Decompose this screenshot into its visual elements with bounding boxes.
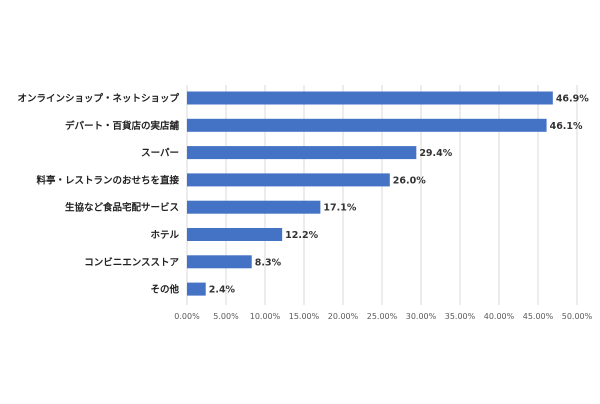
- category-labels: オンラインショップ・ネットショップデパート・百貨店の実店舗スーパー料亭・レストラ…: [17, 93, 179, 296]
- category-label-7: その他: [150, 284, 179, 296]
- bar-5: [187, 228, 283, 241]
- value-label-7: 2.4%: [209, 285, 236, 296]
- value-label-2: 29.4%: [419, 148, 452, 159]
- bars: [187, 91, 553, 296]
- category-label-5: ホテル: [150, 230, 179, 241]
- value-label-0: 46.9%: [556, 94, 589, 105]
- value-label-5: 12.2%: [285, 230, 318, 241]
- x-tick-label-9: 45.00%: [523, 312, 554, 321]
- category-label-3: 料亭・レストランのおせちを直接: [36, 174, 179, 186]
- gridlines: [186, 85, 578, 305]
- bar-6: [187, 255, 252, 269]
- x-tick-label-6: 30.00%: [406, 312, 437, 321]
- x-tick-label-5: 25.00%: [367, 312, 398, 321]
- x-tick-label-7: 35.00%: [445, 312, 476, 321]
- bar-0: [187, 91, 553, 105]
- value-label-3: 26.0%: [393, 175, 426, 186]
- value-label-1: 46.1%: [550, 121, 583, 132]
- x-tick-label-8: 40.00%: [484, 312, 515, 321]
- x-axis-tick-labels: 0.00% 5.00% 10.00% 15.00% 20.00% 25.00% 30.00%…: [174, 312, 592, 321]
- x-tick-label-0: 0.00%: [174, 312, 200, 321]
- bar-2: [187, 146, 417, 160]
- value-label-6: 8.3%: [255, 257, 282, 268]
- category-label-2: スーパー: [141, 147, 179, 159]
- x-tick-label-3: 15.00%: [289, 312, 320, 321]
- x-tick-label-10: 50.00%: [562, 312, 593, 321]
- value-labels: 46.9% 46.1% 29.4% 26.0% 17.1% 12.2% 8.3% 2.4%: [209, 94, 590, 296]
- category-label-4: 生協など食品宅配サービス: [65, 202, 179, 214]
- x-tick-label-4: 20.00%: [328, 312, 359, 321]
- value-label-4: 17.1%: [323, 203, 356, 214]
- category-label-1: デパート・百貨店の実店舗: [65, 120, 180, 132]
- category-label-6: コンビニエンスストア: [84, 256, 179, 268]
- category-label-0: オンラインショップ・ネットショップ: [17, 93, 179, 105]
- bar-3: [187, 173, 390, 187]
- bar-7: [187, 282, 206, 296]
- x-tick-label-1: 5.00%: [213, 312, 239, 321]
- bar-1: [187, 118, 547, 132]
- bar-4: [187, 200, 321, 214]
- x-tick-label-2: 10.00%: [250, 312, 281, 321]
